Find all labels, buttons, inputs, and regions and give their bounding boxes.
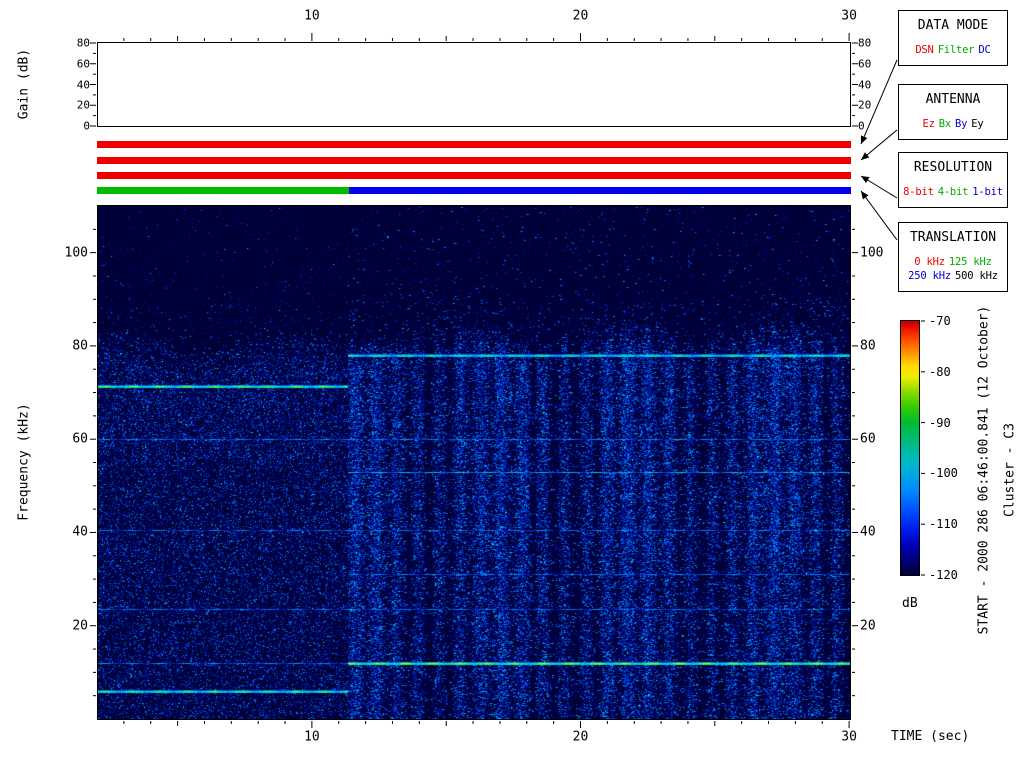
legend-item-8-bit: 8-bit bbox=[903, 186, 934, 198]
gain-axis-title: Gain (dB) bbox=[16, 48, 32, 120]
time-tick-label: 30 bbox=[841, 729, 857, 745]
legend-item-125-khz: 125 kHz bbox=[948, 256, 992, 268]
frequency-ytick-label: 100 bbox=[64, 245, 88, 261]
time-axis-title: TIME (sec) bbox=[891, 729, 970, 744]
legend-arrow bbox=[860, 175, 898, 199]
frequency-ytick-label-right: 40 bbox=[860, 524, 876, 540]
colorbar-unit-label: dB bbox=[902, 596, 918, 611]
legend-item-dsn: DSN bbox=[915, 44, 934, 56]
legend-row: 0 kHz 125 kHz bbox=[901, 255, 1005, 269]
gain-ytick-label-right: 80 bbox=[858, 36, 872, 50]
gain-ytick-label-right: 60 bbox=[858, 57, 872, 71]
frequency-ytick-label-right: 60 bbox=[860, 431, 876, 447]
gain-ytick-label-right: 20 bbox=[858, 98, 872, 112]
frequency-ytick-label-right: 20 bbox=[860, 618, 876, 634]
legend-row: Ez Bx By Ey bbox=[901, 117, 1005, 131]
antenna-legend-items: Ez Bx By Ey bbox=[901, 117, 1005, 131]
legend-item-500-khz: 500 kHz bbox=[955, 270, 998, 283]
translation-bar-segment bbox=[97, 187, 349, 194]
legend-row: 8-bit 4-bit 1-bit bbox=[901, 185, 1005, 199]
antenna-bar-segment bbox=[97, 157, 851, 164]
gain-ytick-label-right: 0 bbox=[858, 119, 865, 133]
colorbar-tick-label: -110 bbox=[929, 517, 958, 532]
legend-item-bx: Bx bbox=[938, 118, 951, 130]
resolution-bar-segment bbox=[97, 172, 851, 179]
data-mode-status-bar bbox=[97, 141, 851, 148]
resolution-legend-title: RESOLUTION bbox=[913, 160, 993, 175]
gain-ytick-label: 40 bbox=[76, 78, 90, 91]
frequency-ytick-label: 20 bbox=[72, 618, 88, 634]
translation-legend-items: 0 kHz 125 kHz 250 kHz 500 kHz bbox=[901, 255, 1005, 283]
frequency-ytick-label-right: 100 bbox=[860, 245, 884, 261]
top-axis-tick-label: 30 bbox=[841, 8, 857, 24]
data-mode-legend: DATA MODE DSN Filter DC bbox=[898, 10, 1008, 67]
legend-item-250-khz: 250 kHz bbox=[908, 270, 951, 283]
time-tick-label: 10 bbox=[304, 729, 320, 745]
colorbar bbox=[900, 320, 920, 576]
legend-item-by: By bbox=[955, 118, 968, 130]
spectrogram-frame bbox=[97, 205, 851, 720]
gain-ytick-label: 20 bbox=[76, 98, 90, 112]
gain-ytick-label: 0 bbox=[83, 119, 90, 133]
colorbar-tick-label: -120 bbox=[929, 568, 958, 582]
top-axis-tick-label: 10 bbox=[304, 8, 320, 24]
legend-arrow bbox=[860, 129, 898, 161]
translation-status-bar bbox=[97, 187, 851, 194]
frequency-axis-title: Frequency (kHz) bbox=[16, 403, 32, 521]
legend-item-filter: Filter bbox=[937, 44, 975, 56]
resolution-legend-items: 8-bit 4-bit 1-bit bbox=[901, 185, 1005, 199]
gain-ytick-label-right: 40 bbox=[858, 78, 872, 91]
colorbar-tick-label: -80 bbox=[929, 364, 951, 379]
legend-arrow bbox=[860, 190, 898, 241]
legend-row: DSN Filter DC bbox=[901, 43, 1005, 57]
frequency-ytick-label-right: 80 bbox=[860, 338, 876, 354]
colorbar-tick-label: -100 bbox=[929, 466, 958, 481]
translation-legend-title: TRANSLATION bbox=[909, 230, 997, 245]
spacecraft-label: Cluster - C3 bbox=[1002, 423, 1018, 517]
resolution-status-bar bbox=[97, 172, 851, 179]
legend-item-4-bit: 4-bit bbox=[937, 186, 969, 198]
gain-plot-frame bbox=[97, 42, 851, 127]
legend-item-ez: Ez bbox=[922, 118, 935, 130]
gain-ytick-label: 80 bbox=[76, 36, 90, 50]
translation-bar-segment bbox=[348, 187, 851, 194]
spectrogram-canvas bbox=[98, 206, 850, 719]
start-time-label: START - 2000 286 06:46:00.841 (12 Octobe… bbox=[976, 305, 992, 635]
legend-item-0-khz: 0 kHz bbox=[914, 256, 945, 268]
data-mode-legend-items: DSN Filter DC bbox=[901, 43, 1005, 57]
legend-row: 250 kHz 500 kHz bbox=[901, 269, 1005, 283]
resolution-legend: RESOLUTION 8-bit 4-bit 1-bit bbox=[898, 152, 1008, 209]
data-mode-bar-segment bbox=[97, 141, 851, 148]
translation-legend: TRANSLATION 0 kHz 125 kHz 250 kHz 500 kHz bbox=[898, 222, 1008, 293]
frequency-ytick-label: 40 bbox=[72, 524, 88, 540]
data-mode-legend-title: DATA MODE bbox=[917, 18, 989, 33]
antenna-legend-title: ANTENNA bbox=[925, 92, 981, 107]
frequency-ytick-label: 80 bbox=[72, 338, 88, 354]
colorbar-tick-label: -70 bbox=[929, 314, 951, 328]
legend-item-dc: DC bbox=[978, 44, 991, 56]
top-axis-tick-label: 20 bbox=[572, 8, 589, 24]
colorbar-tick-label: -90 bbox=[929, 415, 951, 430]
antenna-legend: ANTENNA Ez Bx By Ey bbox=[898, 84, 1008, 141]
time-tick-label: 20 bbox=[572, 729, 589, 745]
legend-item-ey: Ey bbox=[971, 118, 984, 130]
antenna-status-bar bbox=[97, 157, 851, 164]
legend-item-1-bit: 1-bit bbox=[972, 186, 1003, 198]
frequency-ytick-label: 60 bbox=[72, 431, 88, 447]
gain-ytick-label: 60 bbox=[76, 57, 90, 71]
